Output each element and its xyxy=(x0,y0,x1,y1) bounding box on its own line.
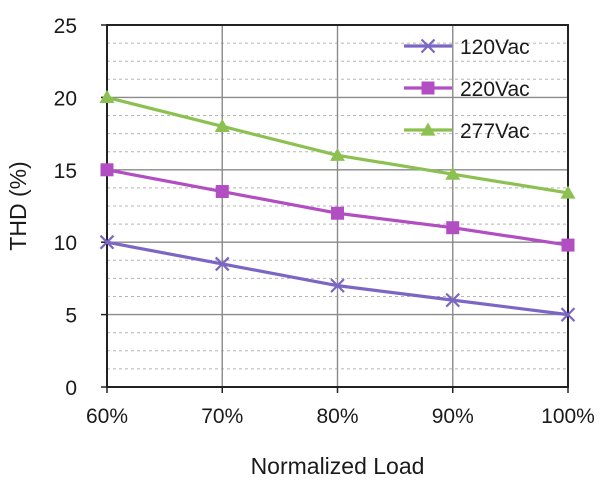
point-marker-x xyxy=(330,278,345,293)
y-tick-label: 5 xyxy=(65,305,77,328)
legend-item: 220Vac xyxy=(404,78,530,101)
y-axis-title: THD (%) xyxy=(5,161,31,250)
point-marker-triangle xyxy=(560,185,576,199)
series-220Vac xyxy=(100,163,575,252)
y-axis-ticks: 0 5 10 15 20 25 xyxy=(54,15,107,400)
legend-item: 277Vac xyxy=(404,120,530,143)
point-marker-x xyxy=(560,307,576,322)
series-lines xyxy=(99,89,576,322)
point-marker-square xyxy=(446,221,460,235)
series-120Vac xyxy=(99,234,576,322)
point-marker-square xyxy=(561,238,575,252)
point-marker-x xyxy=(445,292,461,308)
x-tick-label: 60% xyxy=(86,405,128,428)
point-marker-square xyxy=(421,81,435,95)
legend: 120Vac 220Vac 277Vac xyxy=(404,36,530,143)
x-axis-title: Normalized Load xyxy=(251,453,425,479)
point-marker-x xyxy=(420,38,436,54)
point-marker-x xyxy=(99,234,115,250)
point-marker-triangle xyxy=(214,118,230,132)
x-axis-ticks: 60% 70% 80% 90% 100% xyxy=(86,387,595,428)
point-marker-square xyxy=(331,206,344,220)
legend-label: 220Vac xyxy=(460,78,530,101)
point-marker-triangle xyxy=(330,147,345,161)
y-tick-label: 25 xyxy=(54,15,77,38)
legend-label: 277Vac xyxy=(460,120,530,143)
point-marker-triangle xyxy=(420,122,436,136)
y-tick-label: 0 xyxy=(65,377,77,400)
x-tick-label: 100% xyxy=(541,405,595,428)
y-tick-label: 20 xyxy=(54,87,77,110)
point-marker-square xyxy=(100,163,114,177)
y-tick-label: 15 xyxy=(54,160,77,183)
series-277Vac xyxy=(99,89,576,199)
x-tick-label: 70% xyxy=(201,405,243,428)
legend-label: 120Vac xyxy=(460,36,530,59)
point-marker-triangle xyxy=(445,166,461,180)
point-marker-square xyxy=(215,185,229,199)
point-marker-triangle xyxy=(99,89,115,104)
legend-item: 120Vac xyxy=(404,36,530,59)
y-tick-label: 10 xyxy=(54,232,77,255)
x-tick-label: 90% xyxy=(432,405,474,428)
x-tick-label: 80% xyxy=(316,405,358,428)
point-marker-x xyxy=(214,256,230,272)
